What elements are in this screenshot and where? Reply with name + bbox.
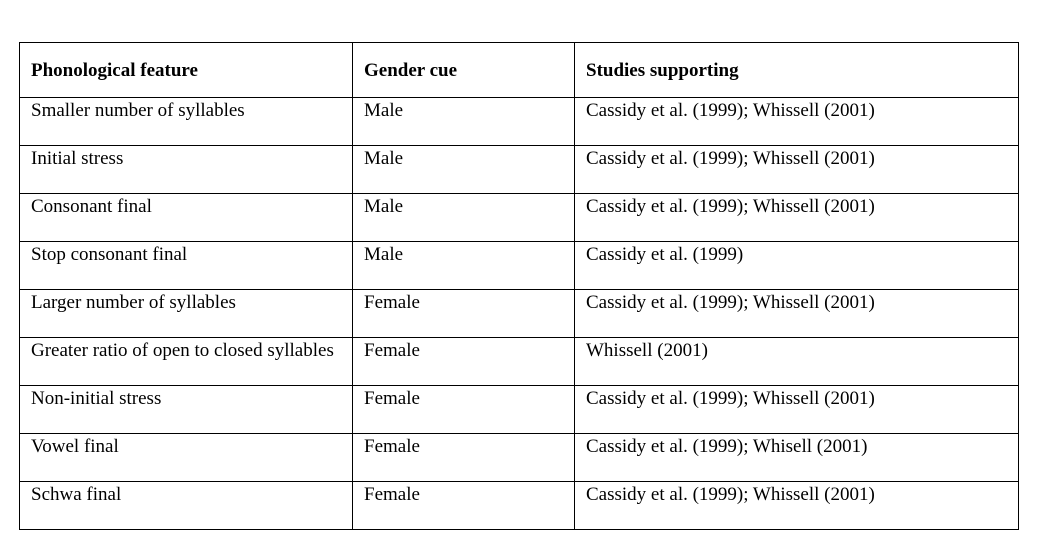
header-gender-cue: Gender cue bbox=[352, 42, 575, 98]
feature-cell: Non-initial stress bbox=[19, 385, 353, 434]
studies-cell: Cassidy et al. (1999); Whissell (2001) bbox=[574, 97, 1019, 146]
gender-cue-cell: Male bbox=[352, 193, 575, 242]
table-row: Greater ratio of open to closed syllable… bbox=[19, 337, 1019, 386]
feature-cell: Greater ratio of open to closed syllable… bbox=[19, 337, 353, 386]
feature-cell: Schwa final bbox=[19, 481, 353, 530]
feature-cell: Stop consonant final bbox=[19, 241, 353, 290]
studies-cell: Whissell (2001) bbox=[574, 337, 1019, 386]
feature-cell: Vowel final bbox=[19, 433, 353, 482]
table-row: Initial stress Male Cassidy et al. (1999… bbox=[19, 145, 1019, 194]
gender-cue-cell: Female bbox=[352, 337, 575, 386]
studies-cell: Cassidy et al. (1999); Whissell (2001) bbox=[574, 145, 1019, 194]
gender-cue-cell: Female bbox=[352, 433, 575, 482]
studies-cell: Cassidy et al. (1999); Whissell (2001) bbox=[574, 385, 1019, 434]
studies-cell: Cassidy et al. (1999); Whissell (2001) bbox=[574, 289, 1019, 338]
table-header-row: Phonological feature Gender cue Studies … bbox=[19, 42, 1019, 98]
studies-cell: Cassidy et al. (1999); Whissell (2001) bbox=[574, 193, 1019, 242]
table-row: Larger number of syllables Female Cassid… bbox=[19, 289, 1019, 338]
gender-cue-cell: Female bbox=[352, 481, 575, 530]
feature-cell: Initial stress bbox=[19, 145, 353, 194]
studies-cell: Cassidy et al. (1999); Whisell (2001) bbox=[574, 433, 1019, 482]
gender-cue-cell: Male bbox=[352, 97, 575, 146]
gender-cue-cell: Female bbox=[352, 289, 575, 338]
table-row: Smaller number of syllables Male Cassidy… bbox=[19, 97, 1019, 146]
feature-cell: Consonant final bbox=[19, 193, 353, 242]
phonological-features-table: Phonological feature Gender cue Studies … bbox=[19, 42, 1019, 530]
studies-cell: Cassidy et al. (1999); Whissell (2001) bbox=[574, 481, 1019, 530]
studies-cell: Cassidy et al. (1999) bbox=[574, 241, 1019, 290]
table-row: Consonant final Male Cassidy et al. (199… bbox=[19, 193, 1019, 242]
feature-cell: Smaller number of syllables bbox=[19, 97, 353, 146]
gender-cue-cell: Male bbox=[352, 241, 575, 290]
table-row: Schwa final Female Cassidy et al. (1999)… bbox=[19, 481, 1019, 530]
header-studies-supporting: Studies supporting bbox=[574, 42, 1019, 98]
header-phonological-feature: Phonological feature bbox=[19, 42, 353, 98]
gender-cue-cell: Female bbox=[352, 385, 575, 434]
table-row: Vowel final Female Cassidy et al. (1999)… bbox=[19, 433, 1019, 482]
feature-cell: Larger number of syllables bbox=[19, 289, 353, 338]
table-row: Non-initial stress Female Cassidy et al.… bbox=[19, 385, 1019, 434]
table-row: Stop consonant final Male Cassidy et al.… bbox=[19, 241, 1019, 290]
gender-cue-cell: Male bbox=[352, 145, 575, 194]
